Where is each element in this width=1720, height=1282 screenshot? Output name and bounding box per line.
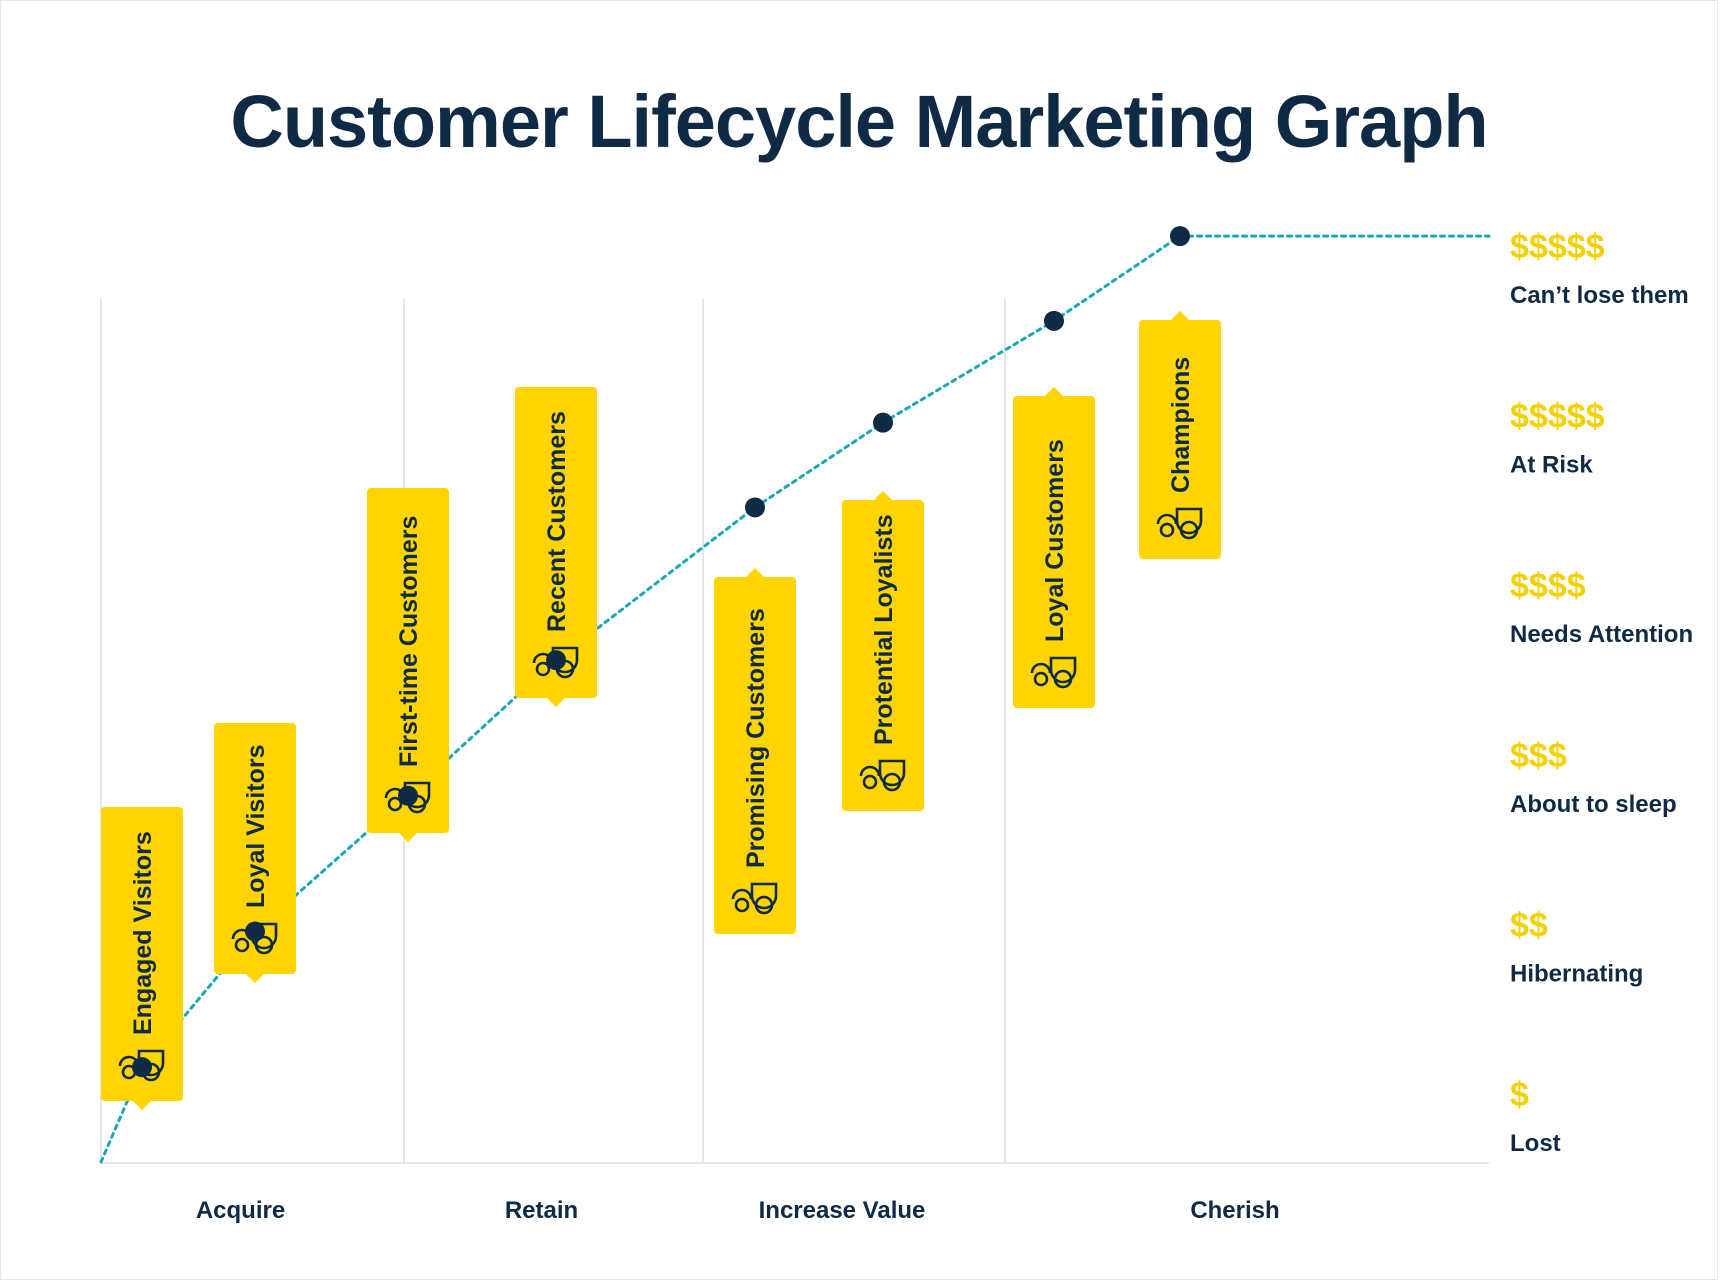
segment-card-pointer — [1045, 387, 1063, 396]
customer-icon — [1156, 507, 1203, 540]
customer-icon-body-large — [750, 882, 778, 910]
customer-icon-head-small — [387, 796, 403, 812]
customer-icon-head-small — [1033, 671, 1049, 687]
trend-line — [99, 234, 1491, 1164]
segment-card-box — [1139, 320, 1221, 559]
segment-card-6: Protential Loyalists — [842, 412, 924, 811]
level-name-1: Hibernating — [1510, 960, 1643, 987]
level-name-0: Lost — [1510, 1130, 1561, 1157]
customer-icon-body-small — [731, 888, 753, 900]
level-dollars-1: $$ — [1510, 906, 1548, 944]
level-dollars-4: $$$$$ — [1510, 398, 1605, 436]
level-dollars-0: $ — [1510, 1076, 1529, 1114]
segment-card-box — [515, 387, 597, 698]
segment-card-5: Promising Customers — [714, 497, 796, 934]
level-dollars-5: $$$$$ — [1510, 228, 1605, 266]
segment-point — [546, 650, 566, 671]
segment-label: Protential Loyalists — [870, 514, 898, 745]
segment-label: Loyal Customers — [1041, 439, 1069, 642]
customer-icon-body-large — [1049, 656, 1077, 684]
customer-icon-body-small — [859, 765, 881, 777]
customer-icon-body-small — [1156, 513, 1178, 525]
customer-icon-body-small — [1030, 662, 1052, 674]
customer-icon — [859, 759, 906, 792]
customer-icon-head-small — [862, 774, 878, 790]
segment-card-4: Recent Customers — [515, 387, 597, 707]
segment-card-pointer — [1171, 311, 1189, 320]
customer-icon-head-small — [1159, 522, 1175, 538]
segment-point — [1044, 310, 1064, 331]
stage-label-3: Increase Value — [759, 1197, 926, 1224]
segment-label: Engaged Visitors — [129, 831, 157, 1035]
customer-icon-body-large — [1175, 507, 1203, 535]
level-name-2: About to sleep — [1510, 791, 1677, 818]
segment-point — [873, 412, 893, 433]
level-dollars-2: $$$ — [1510, 737, 1567, 775]
segment-card-3: First-time Customers — [367, 488, 449, 842]
segment-label: Recent Customers — [543, 411, 571, 632]
segment-card-2: Loyal Visitors — [214, 723, 296, 983]
segment-point — [398, 785, 418, 806]
segment-card-8: Champions — [1139, 226, 1221, 559]
level-name-4: At Risk — [1510, 452, 1593, 479]
level-name-3: Needs Attention — [1510, 621, 1693, 648]
segment-point — [132, 1057, 152, 1078]
customer-icon — [231, 922, 278, 955]
segment-card-box — [214, 723, 296, 974]
segment-card-box — [1013, 396, 1095, 708]
segment-point — [1170, 226, 1190, 247]
segment-card-box — [101, 807, 183, 1101]
customer-icon — [1030, 656, 1077, 689]
segment-card-pointer — [133, 1101, 151, 1110]
stage-label-4: Cherish — [1190, 1197, 1279, 1224]
segment-label: Champions — [1167, 357, 1195, 493]
level-dollars-3: $$$$ — [1510, 567, 1586, 605]
segment-card-pointer — [746, 568, 764, 577]
level-name-5: Can’t lose them — [1510, 282, 1689, 309]
segment-card-box — [367, 488, 449, 833]
customer-icon-body-large — [250, 922, 278, 950]
segment-point — [745, 497, 765, 518]
segment-label: First-time Customers — [395, 516, 423, 767]
segment-point — [245, 921, 265, 942]
segment-card-box — [714, 577, 796, 934]
stage-label-1: Acquire — [196, 1197, 285, 1224]
customer-icon-head-small — [535, 661, 551, 677]
segment-card-box — [842, 500, 924, 811]
segment-card-pointer — [399, 833, 417, 842]
customer-icon-body-large — [878, 759, 906, 787]
chart-title: Customer Lifecycle Marketing Graph — [230, 80, 1488, 163]
customer-icon — [731, 882, 778, 915]
segment-label: Loyal Visitors — [242, 745, 270, 909]
segment-card-7: Loyal Customers — [1013, 310, 1095, 708]
segment-card-pointer — [246, 974, 264, 983]
segment-card-pointer — [874, 491, 892, 500]
segment-card-pointer — [547, 698, 565, 707]
segment-card-1: Engaged Visitors — [101, 807, 183, 1110]
customer-icon-head-small — [734, 897, 750, 913]
segment-label: Promising Customers — [742, 608, 770, 868]
stage-label-2: Retain — [505, 1197, 578, 1224]
customer-icon-head-small — [234, 937, 250, 953]
